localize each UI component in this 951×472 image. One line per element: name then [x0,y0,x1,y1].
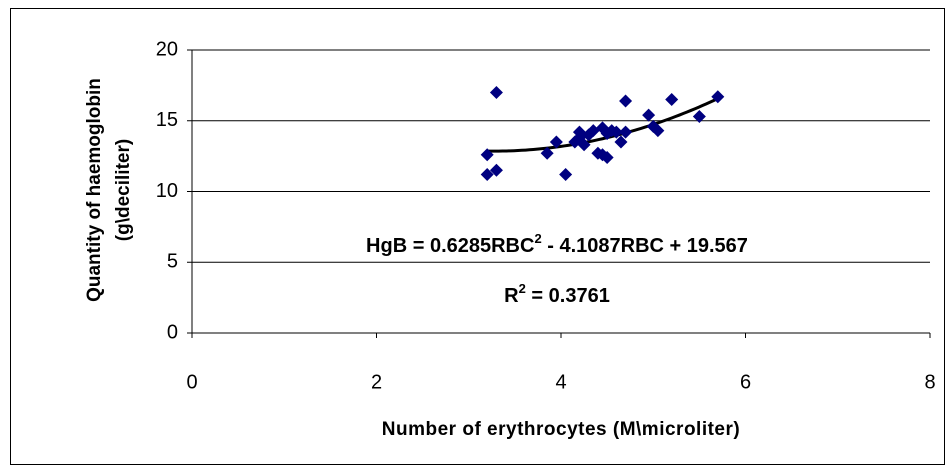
data-point [577,138,591,152]
data-point [665,93,679,107]
data-point [619,94,633,108]
data-point [549,135,563,149]
data-point [711,90,725,104]
x-tick-label: 2 [371,371,382,393]
data-point [600,151,614,165]
y-tick-label: 15 [156,109,178,131]
y-tick-label: 5 [167,251,178,273]
data-point [651,124,665,138]
data-point [642,108,656,122]
r-squared: R2 = 0.3761 [504,281,610,307]
chart-border [10,8,945,465]
data-point [609,125,623,139]
trend-equation-part: HgB = 0.6285RBC [366,235,534,257]
x-tick-label: 4 [555,371,566,393]
r-squared-part: = 0.3761 [526,285,610,307]
data-point [480,168,494,182]
x-tick-label: 0 [186,371,197,393]
x-tick-label: 6 [740,371,751,393]
data-point [619,125,633,139]
x-tick-label: 8 [924,371,935,393]
data-point [559,168,573,182]
x-axis-title: Number of erythrocytes (M\microliter) [382,419,740,440]
data-point [489,85,503,99]
data-point [480,148,494,162]
data-point [692,110,706,124]
r-squared-part: R [504,285,519,307]
y-tick-label: 0 [167,321,178,343]
data-point [614,135,628,149]
trendline [487,97,719,153]
data-point [540,146,554,160]
y-axis-title: Quantity of haemoglobin [84,78,105,302]
data-point [489,163,503,177]
r-squared-part: 2 [519,281,526,296]
trend-equation: HgB = 0.6285RBC2 - 4.1087RBC + 19.567 [366,231,748,257]
y-tick-label: 20 [156,38,178,60]
trend-equation-part: 2 [534,231,541,246]
y-tick-label: 10 [156,180,178,202]
y-axis-title: (g\deciliter) [113,139,134,241]
trend-equation-part: - 4.1087RBC + 19.567 [542,235,748,257]
